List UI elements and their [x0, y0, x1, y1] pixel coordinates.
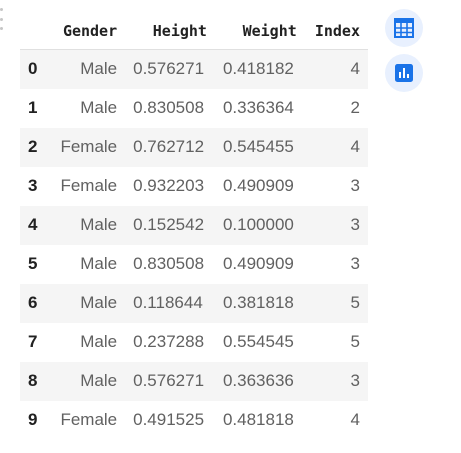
convert-to-interactive-table-button[interactable] — [385, 9, 423, 47]
column-header-weight: Weight — [214, 12, 305, 50]
cell-height: 0.932203 — [133, 176, 205, 195]
row-index: 0 — [28, 59, 38, 79]
cell-gender: Female — [60, 137, 118, 156]
cell-height: 0.237288 — [133, 332, 205, 351]
table-row: 3 Female 0.932203 0.490909 3 — [20, 166, 368, 206]
cell-gender: Male — [80, 254, 118, 273]
cell-gender: Male — [80, 332, 118, 351]
table-row: 8 Male 0.576271 0.363636 3 — [20, 361, 368, 401]
row-index: 1 — [28, 98, 38, 117]
cell-weight: 0.481818 — [222, 410, 294, 429]
column-header-index: Index — [304, 12, 368, 50]
cell-index: 3 — [350, 371, 360, 390]
table-header: Gender Height Weight Index — [20, 12, 368, 50]
row-index: 5 — [28, 254, 38, 273]
cell-index: 3 — [350, 176, 360, 195]
cell-height: 0.118644 — [133, 293, 203, 312]
cell-gender: Female — [60, 410, 118, 429]
cell-gender: Male — [80, 215, 118, 234]
cell-weight: 0.100000 — [222, 215, 294, 234]
cell-weight: 0.418182 — [222, 59, 294, 79]
cell-height: 0.152542 — [133, 215, 205, 234]
more-vert-icon[interactable] — [0, 8, 4, 30]
cell-index: 2 — [350, 98, 360, 117]
table-grid-icon — [394, 18, 414, 38]
cell-weight: 0.554545 — [222, 332, 294, 351]
row-index: 8 — [28, 371, 38, 390]
bar-chart-icon — [395, 64, 413, 82]
cell-index: 5 — [350, 332, 360, 351]
cell-index: 3 — [350, 254, 360, 273]
table-row: 9 Female 0.491525 0.481818 4 — [20, 400, 368, 440]
row-index: 9 — [28, 410, 38, 429]
cell-height: 0.830508 — [133, 254, 205, 273]
cell-height: 0.491525 — [133, 410, 205, 429]
cell-index: 4 — [350, 410, 360, 429]
cell-height: 0.576271 — [133, 371, 205, 390]
suggest-charts-button[interactable] — [385, 54, 423, 92]
cell-gender: Male — [80, 98, 118, 117]
cell-gender: Male — [80, 293, 118, 312]
cell-gender: Male — [80, 59, 118, 79]
cell-weight: 0.490909 — [222, 176, 294, 195]
dataframe-table: Gender Height Weight Index 0 Male 0.576271… — [20, 12, 368, 440]
row-index: 7 — [28, 332, 38, 351]
cell-index: 3 — [350, 215, 360, 234]
table-row: 6 Male 0.118644 0.381818 5 — [20, 283, 368, 323]
table-row: 5 Male 0.830508 0.490909 3 — [20, 244, 368, 284]
header-row: Gender Height Weight Index — [20, 12, 368, 50]
more-dot — [0, 27, 3, 30]
table-row: 0 Male 0.576271 0.418182 4 — [20, 49, 368, 89]
row-index: 3 — [28, 176, 38, 195]
cell-gender: Male — [80, 371, 118, 390]
table-row: 2 Female 0.762712 0.545455 4 — [20, 127, 368, 167]
column-header-height: Height — [125, 12, 215, 50]
cell-height: 0.830508 — [133, 98, 205, 117]
cell-index: 5 — [350, 293, 360, 312]
cell-height: 0.576271 — [133, 59, 205, 79]
cell-weight: 0.545455 — [222, 137, 294, 156]
cell-weight: 0.381818 — [222, 293, 294, 312]
cell-weight: 0.490909 — [222, 254, 294, 273]
row-index: 2 — [28, 137, 38, 156]
column-header-gender: Gender — [50, 12, 126, 50]
table-row: 4 Male 0.152542 0.100000 3 — [20, 205, 368, 245]
table-row: 1 Male 0.830508 0.336364 2 — [20, 88, 368, 128]
cell-weight: 0.363636 — [222, 371, 294, 390]
table-row: 7 Male 0.237288 0.554545 5 — [20, 322, 368, 362]
more-dot — [0, 17, 3, 21]
cell-weight: 0.336364 — [222, 98, 294, 117]
cell-index: 4 — [350, 59, 360, 79]
table-body: 0 Male 0.576271 0.418182 4 1 Male 0.830508 0.336… — [20, 49, 368, 440]
cell-index: 4 — [350, 137, 360, 156]
cell-height: 0.762712 — [133, 137, 205, 156]
row-index: 4 — [28, 215, 38, 234]
index-header — [20, 12, 50, 50]
more-dot — [0, 8, 3, 11]
cell-gender: Female — [60, 176, 118, 195]
row-index: 6 — [28, 293, 38, 312]
